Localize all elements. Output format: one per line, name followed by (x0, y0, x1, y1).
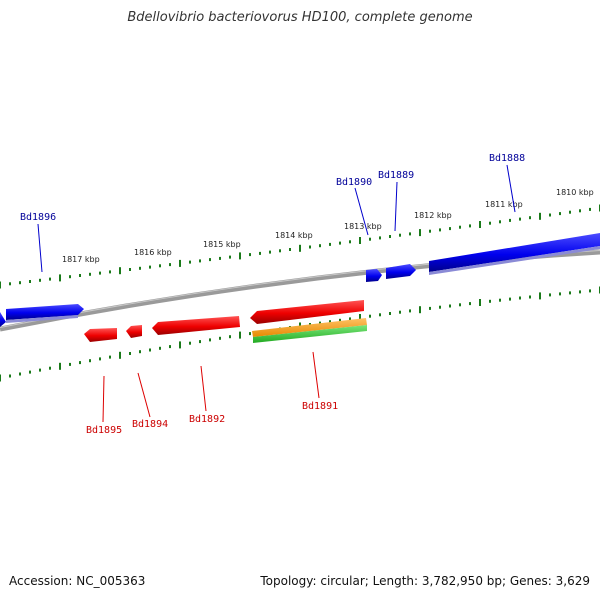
scale-label-1813: 1813 kbp (344, 222, 382, 231)
gene-arrow-bd1888[interactable] (429, 233, 600, 275)
gene-arrow-bd1896[interactable] (0, 304, 84, 327)
feature-bar-green[interactable] (253, 325, 367, 343)
leader-line-bd1896 (37, 223, 43, 273)
scale-label-1815: 1815 kbp (203, 240, 241, 249)
scale-label-1810: 1810 kbp (556, 188, 594, 197)
scale-label-1812: 1812 kbp (414, 211, 452, 220)
leader-line-bd1891 (312, 351, 320, 399)
gene-label-bd1891[interactable]: Bd1891 (302, 401, 338, 412)
leader-line-bd1895 (102, 375, 105, 423)
leader-line-bd1889 (394, 181, 398, 232)
scale-label-1816: 1816 kbp (134, 248, 172, 257)
gene-label-bd1894[interactable]: Bd1894 (132, 419, 168, 430)
gene-label-bd1896[interactable]: Bd1896 (20, 212, 56, 223)
forward-scale-ticks (0, 204, 600, 289)
accession-text: Accession: NC_005363 (9, 574, 146, 588)
scale-label-1814: 1814 kbp (275, 231, 313, 240)
leader-line-bd1892 (200, 365, 207, 412)
gene-arrow-bd1892[interactable] (152, 316, 240, 335)
scale-label-1817: 1817 kbp (62, 255, 100, 264)
gene-label-bd1895[interactable]: Bd1895 (86, 425, 122, 436)
leader-line-bd1894 (137, 372, 151, 418)
genome-summary-text: Topology: circular; Length: 3,782,950 bp… (260, 574, 590, 588)
gene-label-bd1892[interactable]: Bd1892 (189, 414, 225, 425)
leader-line-bd1890 (354, 187, 369, 236)
gene-arrow-bd1890[interactable] (366, 269, 382, 282)
gene-arrow-bd1895[interactable] (84, 328, 117, 342)
leader-line-bd1888 (506, 164, 516, 213)
gene-arrow-bd1891[interactable] (250, 300, 364, 324)
reverse-scale-ticks (0, 286, 600, 382)
feature-bar-orange[interactable] (252, 318, 367, 337)
genome-title: Bdellovibrio bacteriovorus HD100, comple… (127, 10, 473, 25)
gene-label-bd1888[interactable]: Bd1888 (489, 153, 525, 164)
gene-arrow-bd1889[interactable] (386, 264, 416, 279)
gene-label-bd1889[interactable]: Bd1889 (378, 170, 414, 181)
gene-label-bd1890[interactable]: Bd1890 (336, 177, 372, 188)
gene-arrow-bd1894[interactable] (126, 325, 142, 338)
scale-label-1811: 1811 kbp (485, 200, 523, 209)
